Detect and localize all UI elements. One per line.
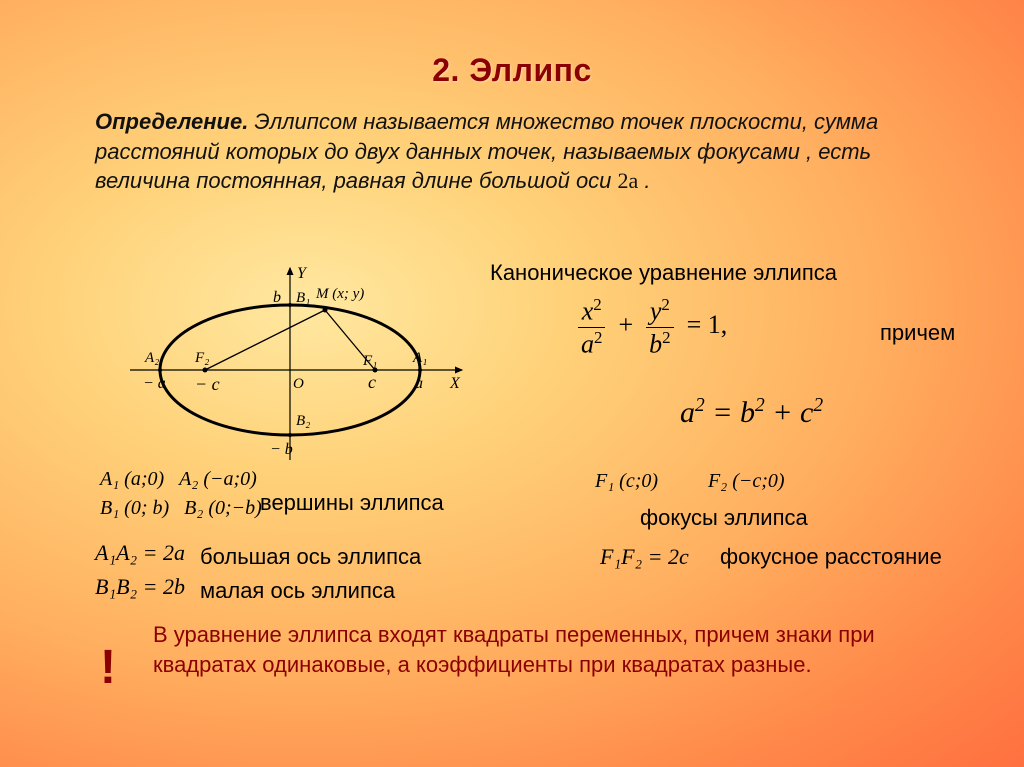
exclamation-icon: ! xyxy=(100,640,116,695)
f1-coord: F₁ (c;0) xyxy=(595,470,658,492)
svg-text:B₁: B₁ xyxy=(296,290,310,306)
definition-sym: 2a xyxy=(618,168,639,193)
f2-coord: F₂ (−c;0) xyxy=(708,470,785,492)
svg-text:B₂: B₂ xyxy=(296,413,310,429)
canonical-equation: x2a2 + y2b2 = 1, xyxy=(578,295,727,359)
b1-coord: B₁ (0; b) xyxy=(100,497,169,519)
svg-text:X: X xyxy=(449,375,461,392)
svg-text:F₂: F₂ xyxy=(194,350,209,366)
note-text: В уравнение эллипса входят квадраты пере… xyxy=(153,620,964,679)
prichem-label: причем xyxy=(880,320,955,346)
definition-end: . xyxy=(638,168,650,193)
svg-text:O: O xyxy=(293,376,304,392)
minor-axis-eq: B₁B₂ = 2b xyxy=(95,574,185,600)
svg-text:b: b xyxy=(273,289,281,306)
svg-text:a: a xyxy=(415,375,423,392)
canonical-label: Каноническое уравнение эллипса xyxy=(490,260,837,286)
a2-coord: A₂ (−a;0) xyxy=(179,468,257,490)
svg-text:− a: − a xyxy=(143,375,166,392)
svg-text:− c: − c xyxy=(195,374,220,394)
definition-label: Определение. xyxy=(95,109,248,134)
foci-label: фокусы эллипса xyxy=(640,505,808,531)
svg-text:M (x; y): M (x; y) xyxy=(315,286,364,302)
focal-distance-label: фокусное расстояние xyxy=(720,544,942,570)
relation-equation: a2 = b2 + c2 xyxy=(680,395,823,430)
a1-coord: A₁ (a;0) xyxy=(100,468,164,490)
focal-distance-eq: F₁F₂ = 2c xyxy=(600,544,689,570)
definition-text: Определение. Эллипсом называется множест… xyxy=(95,107,954,196)
axis-equations: A₁A₂ = 2a B₁B₂ = 2b xyxy=(95,540,185,608)
svg-text:Y: Y xyxy=(297,265,308,282)
vertex-label: вершины эллипса xyxy=(260,490,444,516)
svg-text:c: c xyxy=(368,372,376,392)
foci-coords: F₁ (c;0) F₂ (−c;0) xyxy=(595,470,785,493)
b2-coord: B₂ (0;−b) xyxy=(184,497,262,519)
vertex-coords: A₁ (a;0) A₂ (−a;0) B₁ (0; b) B₂ (0;−b) xyxy=(100,468,262,526)
minor-axis-label: малая ось эллипса xyxy=(200,574,421,608)
page-title: 2. Эллипс xyxy=(0,0,1024,89)
svg-text:F₁: F₁ xyxy=(362,353,377,369)
svg-text:A₁: A₁ xyxy=(412,350,427,366)
svg-text:− b: − b xyxy=(270,441,293,458)
svg-text:A₂: A₂ xyxy=(144,350,159,366)
major-axis-eq: A₁A₂ = 2a xyxy=(95,540,185,566)
major-axis-label: большая ось эллипса xyxy=(200,540,421,574)
ellipse-diagram: Y X O b B₁ B₂ − b M (x; y) A₂ A₁ − a a F… xyxy=(110,260,470,470)
axis-labels: большая ось эллипса малая ось эллипса xyxy=(200,540,421,608)
